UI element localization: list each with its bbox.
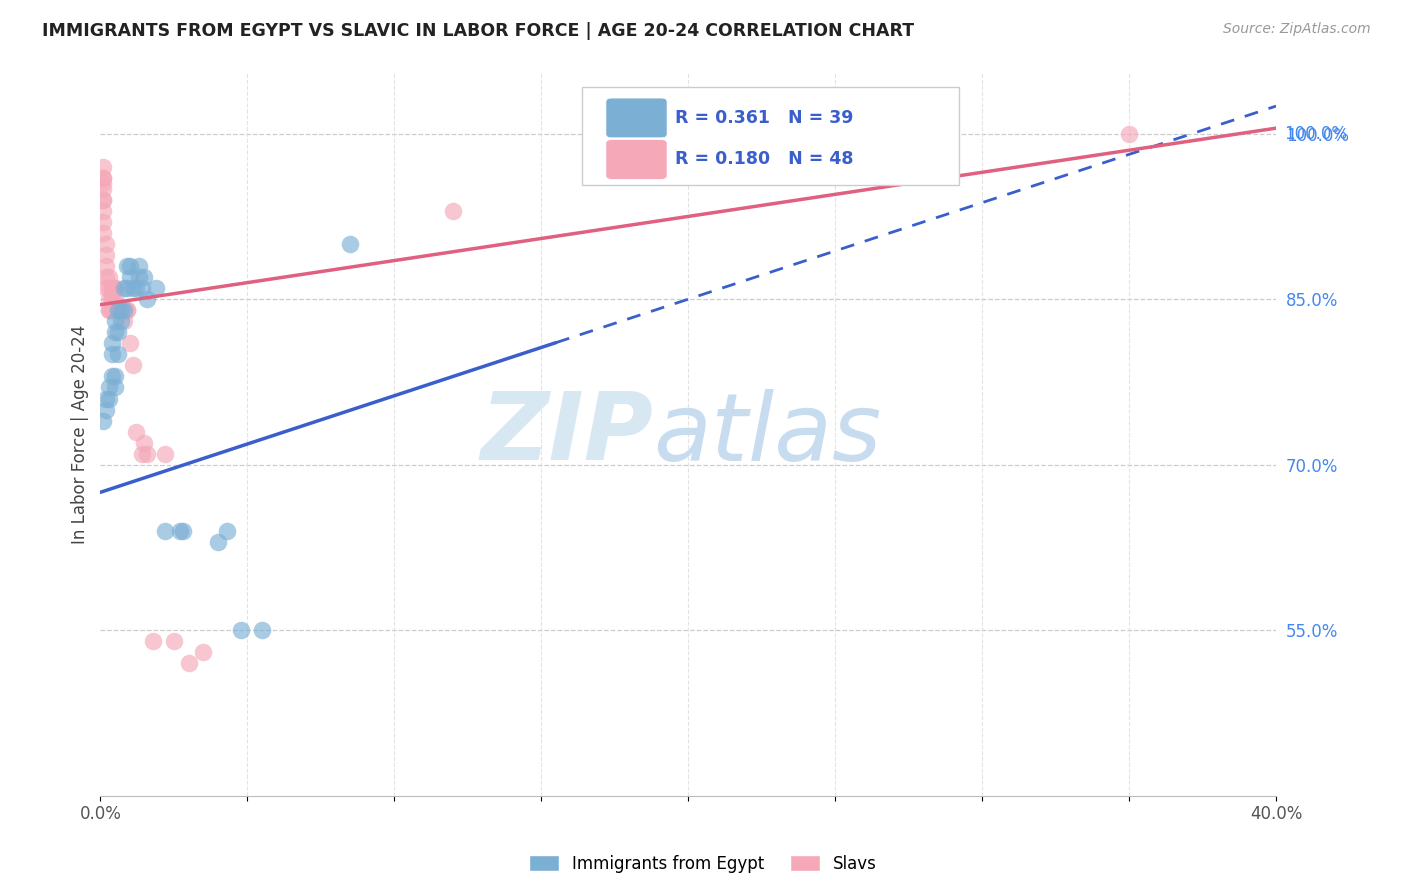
Point [142, 634, 165, 648]
Point [134, 270, 156, 285]
Point [250, 624, 273, 638]
Point [207, 535, 229, 549]
Point [101, 292, 124, 306]
Point [107, 303, 129, 318]
Point [107, 303, 129, 318]
Point [136, 292, 159, 306]
Point [231, 624, 253, 638]
Point [104, 326, 127, 340]
Point [101, 347, 124, 361]
Point [153, 524, 176, 538]
Point [110, 303, 132, 318]
Point [124, 281, 146, 295]
Point [124, 425, 146, 439]
Point [128, 259, 150, 273]
Point [131, 281, 153, 295]
Point [177, 657, 200, 671]
Point [131, 447, 153, 461]
Point [153, 447, 176, 461]
FancyBboxPatch shape [606, 140, 666, 179]
Point [98, 270, 121, 285]
Point [118, 270, 141, 285]
Point [169, 524, 191, 538]
Point [110, 314, 132, 328]
Point [115, 281, 138, 295]
Point [339, 237, 361, 252]
Point [101, 336, 124, 351]
Legend: Immigrants from Egypt, Slavs: Immigrants from Egypt, Slavs [523, 848, 883, 880]
Point [98, 392, 121, 406]
Text: Source: ZipAtlas.com: Source: ZipAtlas.com [1223, 22, 1371, 37]
Point [98, 380, 121, 394]
Point [96, 259, 118, 273]
Point [112, 314, 135, 328]
Point [107, 347, 129, 361]
Point [96, 270, 118, 285]
Point [163, 634, 186, 648]
Point [118, 336, 141, 351]
Text: atlas: atlas [652, 389, 882, 480]
Y-axis label: In Labor Force | Age 20-24: In Labor Force | Age 20-24 [72, 325, 89, 544]
Point [96, 248, 118, 262]
Point [121, 281, 143, 295]
Point [98, 303, 121, 318]
Point [101, 281, 124, 295]
Text: 100.0%: 100.0% [1285, 125, 1347, 143]
Point [101, 369, 124, 384]
Point [128, 270, 150, 285]
Point [104, 314, 127, 328]
Point [91, 170, 114, 185]
Point [91, 170, 114, 185]
Point [112, 303, 135, 318]
FancyBboxPatch shape [606, 98, 666, 137]
Point [145, 281, 167, 295]
Point [91, 182, 114, 196]
Point [101, 281, 124, 295]
Point [110, 303, 132, 318]
Text: R = 0.361   N = 39: R = 0.361 N = 39 [675, 109, 853, 127]
Point [215, 524, 238, 538]
Point [101, 303, 124, 318]
Text: ZIP: ZIP [479, 388, 652, 481]
Point [104, 292, 127, 306]
Point [1118, 127, 1140, 141]
Point [104, 369, 127, 384]
Point [91, 413, 114, 427]
Text: R = 0.180   N = 48: R = 0.180 N = 48 [675, 151, 853, 169]
Point [91, 226, 114, 240]
Text: IMMIGRANTS FROM EGYPT VS SLAVIC IN LABOR FORCE | AGE 20-24 CORRELATION CHART: IMMIGRANTS FROM EGYPT VS SLAVIC IN LABOR… [42, 22, 914, 40]
Point [101, 292, 124, 306]
Point [107, 303, 129, 318]
Point [134, 435, 156, 450]
Point [91, 160, 114, 174]
Point [104, 281, 127, 295]
Point [91, 215, 114, 229]
FancyBboxPatch shape [582, 87, 959, 185]
Point [96, 281, 118, 295]
Point [112, 281, 135, 295]
Point [98, 292, 121, 306]
Point [193, 645, 215, 659]
Point [91, 177, 114, 191]
Point [98, 303, 121, 318]
Point [115, 303, 138, 318]
Point [115, 259, 138, 273]
Point [118, 259, 141, 273]
Point [172, 524, 194, 538]
Point [115, 303, 138, 318]
Point [107, 326, 129, 340]
Point [96, 402, 118, 417]
Point [96, 237, 118, 252]
Point [107, 303, 129, 318]
Point [104, 281, 127, 295]
Point [98, 281, 121, 295]
Point [104, 380, 127, 394]
Point [441, 203, 464, 218]
Point [91, 193, 114, 207]
Point [91, 203, 114, 218]
Point [121, 359, 143, 373]
Point [91, 193, 114, 207]
Point [96, 392, 118, 406]
Point [136, 447, 159, 461]
